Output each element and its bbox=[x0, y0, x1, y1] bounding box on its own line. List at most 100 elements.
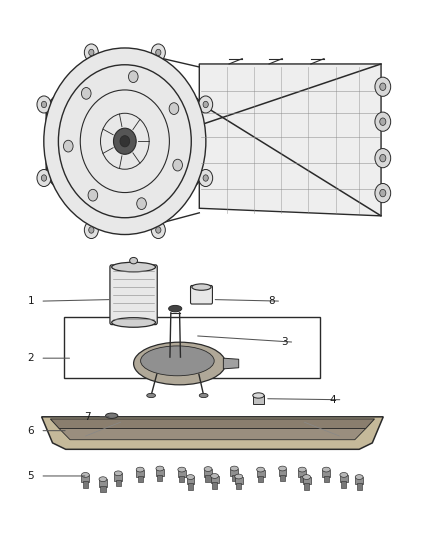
Ellipse shape bbox=[253, 393, 264, 398]
Ellipse shape bbox=[113, 128, 136, 155]
Circle shape bbox=[37, 96, 51, 113]
Circle shape bbox=[88, 189, 98, 201]
Ellipse shape bbox=[340, 472, 348, 478]
Polygon shape bbox=[50, 419, 374, 429]
Ellipse shape bbox=[134, 342, 226, 385]
Circle shape bbox=[203, 101, 208, 108]
Bar bbox=[178, 470, 186, 477]
Polygon shape bbox=[59, 429, 366, 440]
Ellipse shape bbox=[136, 467, 144, 472]
Bar bbox=[156, 469, 164, 476]
Bar bbox=[324, 476, 329, 482]
Bar bbox=[279, 469, 286, 476]
Polygon shape bbox=[199, 64, 381, 216]
Circle shape bbox=[89, 227, 94, 233]
Bar bbox=[99, 479, 107, 487]
Circle shape bbox=[375, 77, 391, 96]
Ellipse shape bbox=[112, 318, 155, 327]
Circle shape bbox=[155, 227, 161, 233]
Circle shape bbox=[155, 49, 161, 55]
Ellipse shape bbox=[81, 472, 89, 478]
Bar bbox=[187, 477, 194, 484]
Text: 3: 3 bbox=[281, 337, 288, 347]
Bar bbox=[355, 477, 363, 484]
Text: 6: 6 bbox=[27, 426, 34, 435]
Bar bbox=[81, 475, 89, 482]
FancyBboxPatch shape bbox=[110, 265, 157, 325]
Polygon shape bbox=[42, 417, 383, 449]
Bar bbox=[235, 477, 243, 484]
Ellipse shape bbox=[235, 474, 243, 479]
Ellipse shape bbox=[204, 467, 212, 471]
Bar bbox=[341, 481, 346, 488]
Circle shape bbox=[380, 155, 386, 162]
Ellipse shape bbox=[187, 475, 194, 480]
Ellipse shape bbox=[112, 262, 155, 272]
Circle shape bbox=[37, 169, 51, 187]
Ellipse shape bbox=[230, 466, 238, 471]
Bar bbox=[114, 473, 122, 481]
Ellipse shape bbox=[120, 136, 130, 147]
Bar bbox=[257, 470, 265, 477]
Circle shape bbox=[137, 198, 146, 209]
Bar bbox=[136, 470, 144, 477]
Circle shape bbox=[380, 189, 386, 197]
Bar bbox=[258, 476, 263, 482]
Ellipse shape bbox=[156, 466, 164, 471]
Bar bbox=[236, 483, 241, 489]
Circle shape bbox=[41, 175, 46, 181]
Bar bbox=[303, 477, 311, 484]
Circle shape bbox=[375, 149, 391, 168]
Bar bbox=[340, 475, 348, 482]
Bar bbox=[298, 470, 306, 477]
Text: 5: 5 bbox=[27, 471, 34, 481]
Circle shape bbox=[41, 101, 46, 108]
Circle shape bbox=[151, 222, 165, 239]
Ellipse shape bbox=[355, 475, 363, 480]
Ellipse shape bbox=[130, 257, 138, 264]
Circle shape bbox=[199, 96, 213, 113]
Bar bbox=[83, 481, 88, 488]
Circle shape bbox=[375, 183, 391, 203]
Ellipse shape bbox=[199, 393, 208, 398]
Bar bbox=[212, 482, 217, 489]
Text: 8: 8 bbox=[268, 296, 275, 306]
Ellipse shape bbox=[211, 474, 219, 479]
Circle shape bbox=[85, 44, 99, 61]
Bar bbox=[138, 476, 143, 482]
Circle shape bbox=[199, 169, 213, 187]
Circle shape bbox=[203, 175, 208, 181]
Circle shape bbox=[375, 112, 391, 131]
Ellipse shape bbox=[192, 284, 211, 290]
Bar bbox=[232, 475, 237, 481]
Ellipse shape bbox=[106, 413, 118, 418]
Text: 7: 7 bbox=[84, 412, 91, 422]
Bar bbox=[322, 470, 330, 477]
Ellipse shape bbox=[279, 466, 286, 471]
Circle shape bbox=[89, 49, 94, 55]
Bar bbox=[211, 476, 219, 483]
Bar bbox=[357, 483, 362, 490]
Bar bbox=[188, 483, 193, 490]
Ellipse shape bbox=[99, 477, 107, 482]
Ellipse shape bbox=[147, 393, 155, 398]
Text: 4: 4 bbox=[329, 395, 336, 405]
Bar bbox=[253, 395, 264, 404]
Circle shape bbox=[64, 140, 73, 152]
Circle shape bbox=[81, 87, 91, 99]
Bar bbox=[204, 469, 212, 477]
Ellipse shape bbox=[44, 48, 206, 235]
Text: 1: 1 bbox=[27, 296, 34, 306]
Bar bbox=[300, 476, 305, 482]
Circle shape bbox=[85, 222, 99, 239]
Bar bbox=[230, 469, 238, 476]
Bar bbox=[205, 475, 211, 482]
Ellipse shape bbox=[169, 305, 182, 312]
Polygon shape bbox=[46, 55, 203, 228]
Circle shape bbox=[173, 159, 183, 171]
Circle shape bbox=[380, 83, 386, 91]
Circle shape bbox=[380, 118, 386, 125]
Bar bbox=[179, 476, 184, 482]
Text: 2: 2 bbox=[27, 353, 34, 363]
Bar bbox=[100, 486, 106, 492]
